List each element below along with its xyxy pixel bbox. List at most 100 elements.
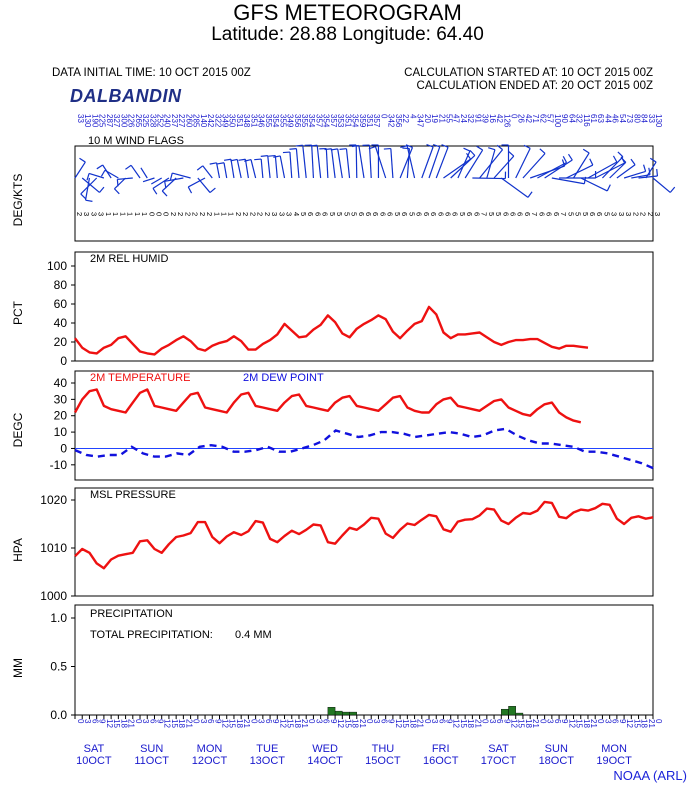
humidity-ytick-tick-label: 80 — [54, 278, 68, 292]
wind-speed-label: 1 — [126, 212, 135, 216]
precip-bar — [501, 708, 509, 716]
wind-barb — [638, 175, 658, 179]
wind-barb — [500, 177, 529, 198]
hour-tick-label: 3 — [430, 719, 439, 724]
wind-speed-label: 6 — [364, 212, 373, 216]
wind-barb-flag — [169, 172, 173, 180]
pressure-ytick-tick-label: 1020 — [40, 493, 67, 507]
wind-speed-label: 3 — [277, 212, 286, 216]
wind-barb-flag — [567, 153, 573, 161]
wind-speed-label: 4 — [292, 212, 301, 216]
wind-barb-flag — [85, 199, 93, 202]
hour-tick-label: 21 — [531, 719, 540, 728]
precip-bar — [349, 711, 357, 716]
wind-direction-label: 20 — [423, 114, 432, 123]
wind-barb-flag — [496, 144, 503, 151]
wind-direction-label: 349 — [221, 114, 230, 128]
wind-barb-flag — [254, 158, 262, 161]
wind-barb — [84, 177, 91, 201]
wind-barb-flag — [113, 188, 120, 195]
wind-speed-label: 5 — [458, 212, 467, 216]
wind-barb — [537, 161, 567, 179]
hour-tick-label: 0 — [307, 719, 316, 724]
hour-tick-label: 9 — [502, 719, 511, 724]
wind-barb — [295, 148, 300, 179]
wind-barb — [486, 149, 496, 179]
day-of-week-label: SAT — [488, 743, 509, 755]
wind-direction-label: 21 — [437, 114, 446, 123]
hour-tick-label: 12 — [625, 719, 634, 728]
wind-barb — [311, 145, 315, 179]
wind-barb — [616, 164, 636, 179]
hour-tick-label: 21 — [127, 719, 136, 728]
wind-speed-label: 6 — [357, 212, 366, 216]
wind-speed-label: 2 — [256, 212, 265, 216]
wind-direction-label: 33 — [76, 114, 85, 123]
wind-barb-flag — [161, 190, 168, 197]
hour-tick-label: 6 — [379, 719, 388, 724]
wind-speed-label: 0 — [162, 212, 171, 216]
date-label: 19OCT — [596, 755, 632, 767]
wind-direction-label: 327 — [112, 114, 121, 128]
wind-barb — [355, 144, 358, 179]
chart-title: GFS METEOROGRAM — [233, 0, 462, 25]
hour-tick-label: 6 — [437, 719, 446, 724]
hour-tick-label: 21 — [300, 719, 309, 728]
wind-direction-label: 240 — [163, 114, 172, 128]
wind-barb-flag — [649, 157, 657, 163]
wind-direction-label: 348 — [242, 114, 251, 128]
wind-speed-label: 6 — [537, 212, 546, 216]
wind-direction-label: 16 — [488, 114, 497, 123]
wind-ylabel: DEG/KTS — [11, 174, 25, 227]
wind-barb — [358, 145, 365, 179]
wind-barb-flag — [539, 148, 546, 154]
hour-tick-label: 18 — [524, 719, 533, 728]
hour-tick-label: 0 — [76, 719, 85, 724]
hour-tick-label: 6 — [553, 719, 562, 724]
wind-direction-label: 39 — [481, 114, 490, 123]
hour-tick-label: 18 — [293, 719, 302, 728]
wind-speed-label: 6 — [422, 212, 431, 216]
wind-barb-flag — [426, 144, 434, 148]
wind-barb — [104, 169, 119, 179]
hour-tick-label: 18 — [351, 719, 360, 728]
wind-speed-label: 6 — [501, 212, 510, 216]
wind-barb-flag — [217, 162, 225, 165]
wind-panel-title: 10 M WIND FLAGS — [88, 135, 184, 147]
wind-direction-label: 354 — [271, 114, 280, 128]
wind-barb — [566, 164, 594, 179]
wind-speed-label: 6 — [443, 212, 452, 216]
wind-barb — [406, 145, 416, 179]
wind-barb-flag — [260, 155, 268, 157]
wind-barb-flag — [351, 144, 359, 148]
wind-direction-label: 62 — [538, 114, 547, 123]
hour-tick-label: 15 — [228, 719, 237, 728]
wind-barb-flag — [523, 144, 531, 149]
wind-barb — [652, 177, 671, 193]
wind-direction-label: 61 — [589, 114, 598, 123]
station-name: DALBANDIN — [70, 86, 182, 106]
wind-direction-label: 242 — [206, 114, 215, 128]
wind-barb — [140, 167, 148, 179]
wind-speed-label: 5 — [328, 212, 337, 216]
calculation-started: CALCULATION STARTED AT: 10 OCT 2015 00Z — [404, 67, 653, 79]
day-of-week-label: TUE — [256, 743, 278, 755]
date-label: 17OCT — [481, 755, 517, 767]
wind-speed-label: 5 — [393, 212, 402, 216]
wind-barb — [197, 177, 211, 193]
wind-barb-flag — [432, 143, 440, 148]
hour-tick-label: 0 — [423, 719, 432, 724]
wind-direction-label: 0 — [510, 114, 519, 119]
wind-speed-label: 3 — [270, 212, 279, 216]
hour-tick-label: 12 — [510, 719, 519, 728]
humidity-line — [74, 305, 589, 356]
wind-speed-label: 6 — [436, 212, 445, 216]
precip-ytick-tick-label: 0.0 — [50, 708, 67, 722]
hour-tick-label: 15 — [112, 719, 121, 728]
wind-speed-label: 6 — [516, 212, 525, 216]
wind-barb-flag — [96, 164, 104, 170]
wind-direction-label: 347 — [416, 114, 425, 128]
wind-speed-label: 7 — [559, 212, 568, 216]
wind-speed-label: 2 — [183, 212, 192, 216]
pressure-line — [74, 500, 654, 570]
